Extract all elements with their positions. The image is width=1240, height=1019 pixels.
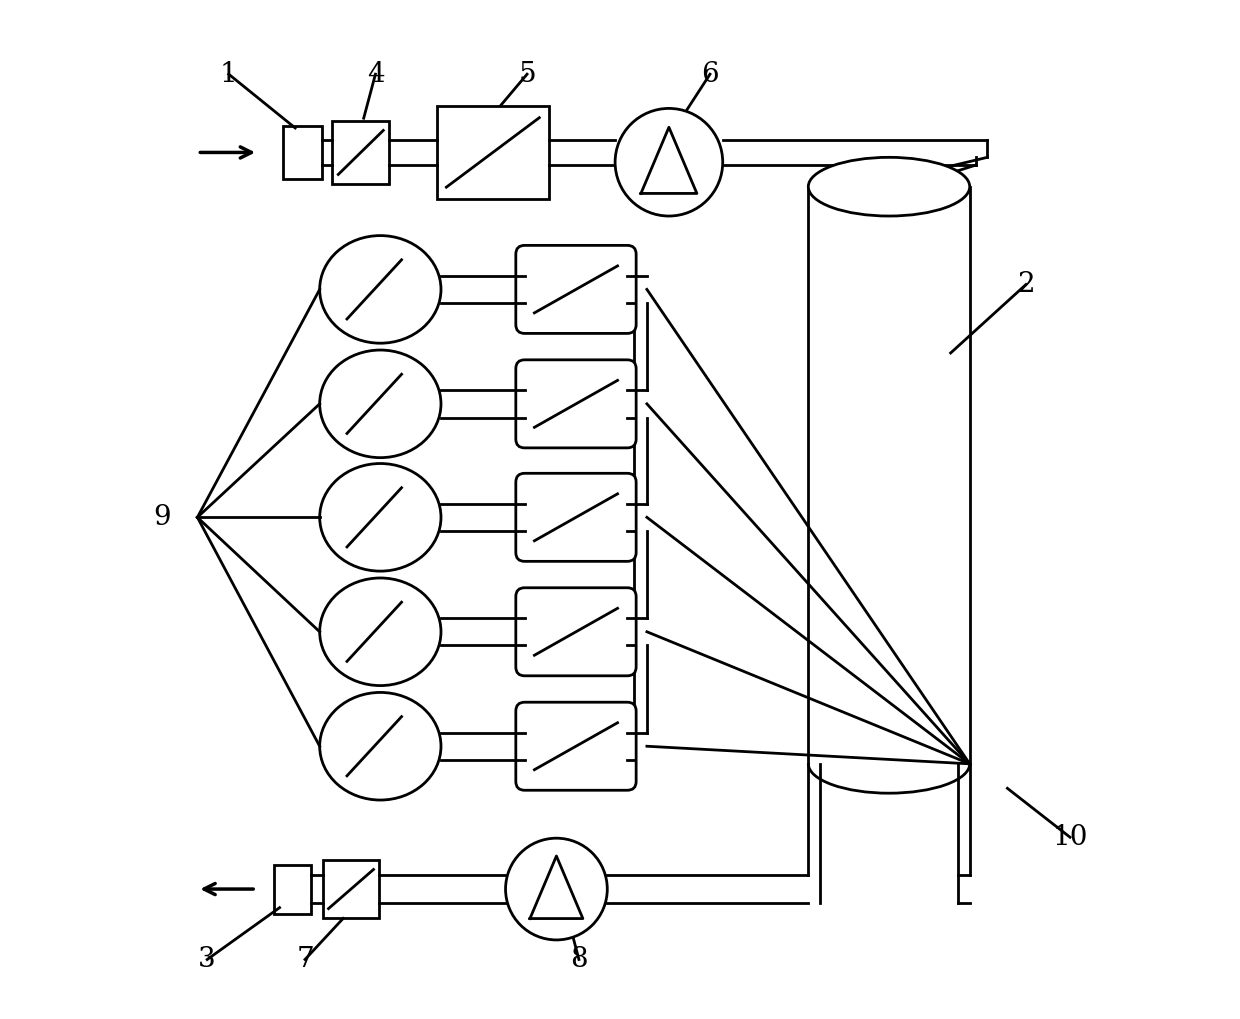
Ellipse shape xyxy=(320,351,441,458)
FancyBboxPatch shape xyxy=(516,360,636,448)
Text: 7: 7 xyxy=(296,946,314,973)
Circle shape xyxy=(615,108,723,216)
Text: 1: 1 xyxy=(219,61,238,88)
Ellipse shape xyxy=(320,578,441,686)
Ellipse shape xyxy=(320,693,441,800)
Bar xyxy=(322,860,379,918)
FancyBboxPatch shape xyxy=(516,588,636,676)
Bar xyxy=(332,120,389,184)
Text: 9: 9 xyxy=(154,503,171,531)
Bar xyxy=(436,106,549,199)
Ellipse shape xyxy=(808,157,970,216)
Text: 2: 2 xyxy=(1017,271,1035,298)
Text: 10: 10 xyxy=(1053,823,1087,851)
Text: 5: 5 xyxy=(518,61,536,88)
Ellipse shape xyxy=(320,464,441,571)
Ellipse shape xyxy=(320,235,441,343)
Circle shape xyxy=(506,839,608,940)
FancyBboxPatch shape xyxy=(516,473,636,561)
FancyBboxPatch shape xyxy=(516,702,636,791)
Text: 3: 3 xyxy=(198,946,216,973)
Bar xyxy=(274,864,311,913)
Text: 6: 6 xyxy=(701,61,719,88)
Text: 8: 8 xyxy=(570,946,588,973)
FancyBboxPatch shape xyxy=(516,246,636,333)
Bar xyxy=(283,125,321,179)
Text: 4: 4 xyxy=(367,61,384,88)
